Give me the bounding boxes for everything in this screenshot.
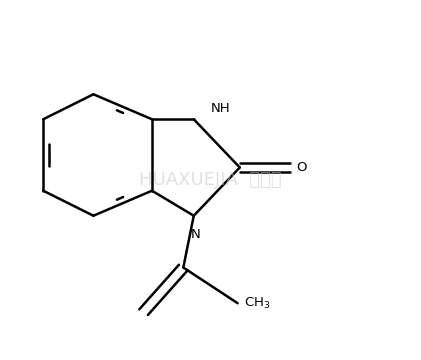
- Text: HUAXUEJIA  化学加: HUAXUEJIA 化学加: [139, 171, 282, 189]
- Text: CH$_3$: CH$_3$: [244, 296, 270, 311]
- Text: N: N: [191, 228, 201, 241]
- Text: O: O: [296, 161, 307, 174]
- Text: NH: NH: [210, 102, 230, 115]
